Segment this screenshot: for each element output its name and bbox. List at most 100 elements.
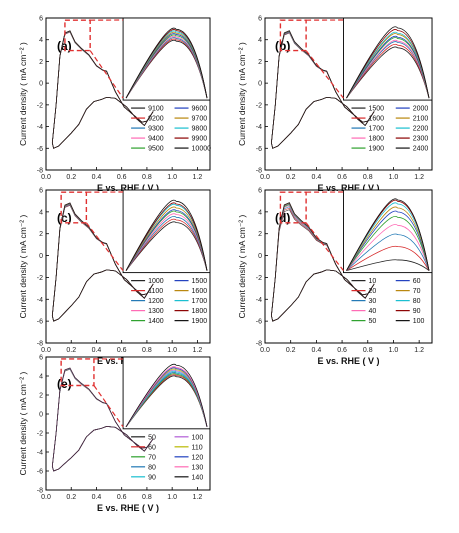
inset-series-arc [346,198,430,271]
legend-label: 100 [413,318,425,325]
legend-label: 80 [413,298,421,305]
x-tick-label: 0.6 [117,494,127,501]
inset-series-arc [125,221,208,271]
x-tick-label: 1.2 [193,347,203,354]
legend-label: 30 [368,298,376,305]
x-tick-label: 0.4 [92,494,102,501]
legend-label: 130 [192,464,204,471]
legend-label: 2100 [413,116,429,123]
y-tick-label: 2 [39,393,43,400]
y-tick-label: -4 [37,297,43,304]
y-axis-label: Current density ( mA cm⁻² ) [18,215,28,319]
panel-label: (b) [275,39,290,53]
inset-series-arc [125,363,208,428]
legend-label: 1800 [368,136,384,143]
x-tick-label: 0.0 [260,347,270,354]
inset-series-arc [346,26,430,99]
x-tick-label: 0.6 [337,174,347,181]
legend-label: 90 [413,308,421,315]
y-tick-label: -4 [37,124,43,131]
y-tick-label: 6 [258,188,262,195]
x-tick-label: 0.0 [260,174,270,181]
legend-label: 1100 [148,288,163,295]
panel-label: (e) [57,377,72,391]
y-tick-label: -8 [37,168,43,175]
y-tick-label: 2 [39,231,43,238]
y-tick-label: -2 [37,431,43,438]
legend-label: 60 [413,278,421,285]
legend-label: 40 [368,308,376,315]
inset-series-arc [346,259,430,272]
y-tick-label: -8 [37,341,43,348]
legend-label: 9300 [148,126,164,133]
panel-3: 0.0 0.2 0.4 0.6 0.8 1.0 1.2 -8 -6 -4 -2 0 2 4 6 E vs. R… [237,188,433,366]
legend-label: 60 [148,444,156,451]
y-tick-label: 6 [39,188,43,195]
inset-series-arc [346,31,430,99]
y-tick-label: -2 [37,102,43,109]
x-tick-label: 1.2 [193,174,203,181]
y-tick-label: 4 [39,209,43,216]
legend-label: 9700 [192,116,208,123]
x-tick-label: 0.8 [142,174,152,181]
inset-series-arc [346,206,430,271]
x-tick-label: 1.2 [414,347,424,354]
y-tick-label: 0 [39,81,43,88]
zoom-connector [89,50,124,99]
inset-series-arc [346,216,430,271]
series-line [271,30,375,149]
y-tick-label: 0 [39,253,43,260]
x-tick-label: 0.6 [117,347,127,354]
inset-series-arc [346,43,430,99]
y-tick-label: -4 [256,124,262,131]
x-tick-label: 0.6 [117,174,127,181]
x-tick-label: 0.0 [41,347,51,354]
x-tick-label: 0.4 [92,347,102,354]
zoom-box [64,19,91,52]
y-axis-label: Current density ( mA cm⁻² ) [18,42,28,146]
zoom-connector [305,50,344,99]
y-tick-label: -6 [256,319,262,326]
x-axis-label: E vs. RHE ( V ) [317,183,379,193]
series-line [271,202,375,322]
y-axis-label: Current density ( mA cm⁻² ) [237,215,247,319]
y-tick-label: 4 [39,37,43,44]
legend-label: 1800 [192,308,208,315]
legend-label: 70 [413,288,421,295]
inset-series-arc [346,210,430,271]
zoom-box [279,19,307,52]
series-line [51,30,154,149]
x-tick-label: 1.0 [389,174,399,181]
legend-label: 1700 [192,298,208,305]
legend-label: 10 [368,278,376,285]
legend-label: 1600 [368,116,384,123]
y-tick-label: -2 [256,275,262,282]
legend-label: 9100 [148,106,164,113]
y-tick-label: 6 [39,16,43,23]
legend-label: 1300 [148,308,164,315]
legend-label: 1500 [192,278,208,285]
y-axis-label: Current density ( mA cm⁻² ) [237,42,247,146]
inset-series-arc [346,245,430,271]
zoom-box [60,358,95,387]
x-tick-label: 0.2 [66,174,76,181]
y-tick-label: -6 [37,146,43,153]
legend-label: 1400 [148,318,164,325]
y-tick-label: -8 [256,168,262,175]
zoom-connector [93,385,124,428]
x-tick-label: 0.4 [92,174,102,181]
legend-label: 9200 [148,116,164,123]
inset-series-arc [125,27,208,99]
legend-label: 1900 [192,318,208,325]
y-tick-label: 6 [258,16,262,23]
inset-series-arc [125,209,208,271]
x-tick-label: 1.2 [414,174,424,181]
legend-label: 2000 [413,106,429,113]
panel-0: 0.0 0.2 0.4 0.6 0.8 1.0 1.2 -8 -6 -4 -2 0 2 4 6 E vs. R… [18,16,211,194]
legend-label: 50 [368,318,376,325]
y-tick-label: -6 [37,319,43,326]
inset-series-arc [346,35,430,99]
series-line [51,367,154,472]
zoom-box [60,191,88,224]
